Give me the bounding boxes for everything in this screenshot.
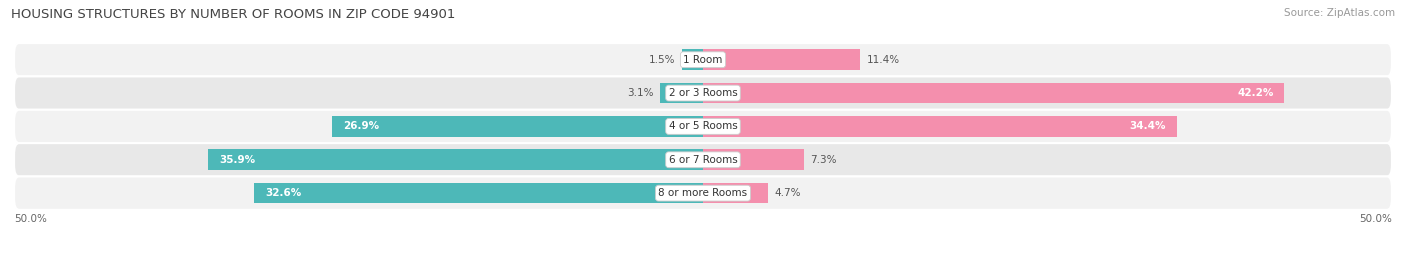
FancyBboxPatch shape: [14, 43, 1392, 76]
Bar: [332, 116, 703, 137]
FancyBboxPatch shape: [14, 143, 1392, 176]
Bar: [703, 150, 804, 170]
Text: 1 Room: 1 Room: [683, 55, 723, 65]
Text: 2 or 3 Rooms: 2 or 3 Rooms: [669, 88, 737, 98]
Bar: [682, 49, 703, 70]
Text: 35.9%: 35.9%: [219, 155, 256, 165]
FancyBboxPatch shape: [14, 176, 1392, 210]
Text: 6 or 7 Rooms: 6 or 7 Rooms: [669, 155, 737, 165]
Bar: [703, 116, 1177, 137]
Text: 4 or 5 Rooms: 4 or 5 Rooms: [669, 121, 737, 132]
Text: 3.1%: 3.1%: [627, 88, 654, 98]
Text: 32.6%: 32.6%: [264, 188, 301, 198]
Text: 26.9%: 26.9%: [343, 121, 380, 132]
Text: 4.7%: 4.7%: [775, 188, 801, 198]
Bar: [703, 83, 1285, 103]
Text: 7.3%: 7.3%: [810, 155, 837, 165]
Bar: [254, 183, 703, 203]
FancyBboxPatch shape: [14, 110, 1392, 143]
Text: Source: ZipAtlas.com: Source: ZipAtlas.com: [1284, 8, 1395, 18]
Bar: [661, 83, 703, 103]
Bar: [208, 150, 703, 170]
Text: 42.2%: 42.2%: [1237, 88, 1274, 98]
Bar: [703, 49, 860, 70]
Text: 1.5%: 1.5%: [650, 55, 675, 65]
Text: 34.4%: 34.4%: [1129, 121, 1166, 132]
Text: 50.0%: 50.0%: [1360, 214, 1392, 224]
Text: HOUSING STRUCTURES BY NUMBER OF ROOMS IN ZIP CODE 94901: HOUSING STRUCTURES BY NUMBER OF ROOMS IN…: [11, 8, 456, 21]
Text: 11.4%: 11.4%: [868, 55, 900, 65]
Text: 50.0%: 50.0%: [14, 214, 46, 224]
FancyBboxPatch shape: [14, 76, 1392, 110]
Bar: [703, 183, 768, 203]
Text: 8 or more Rooms: 8 or more Rooms: [658, 188, 748, 198]
